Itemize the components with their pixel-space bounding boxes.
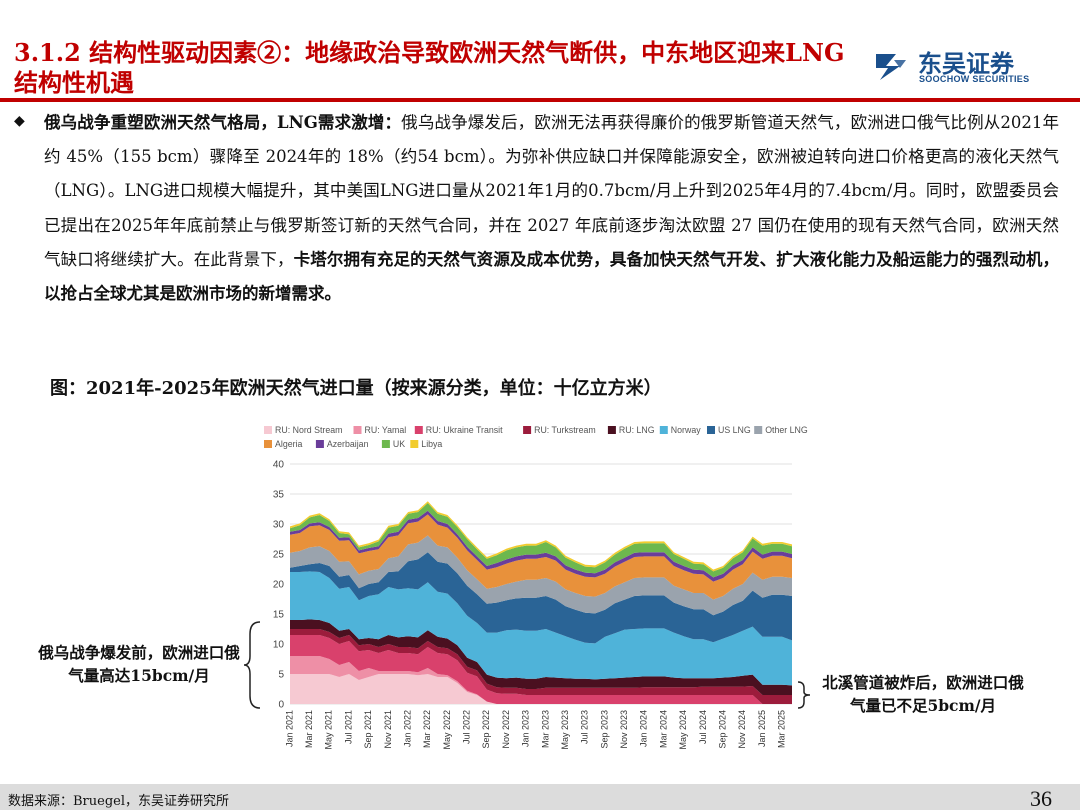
x-tick-label: Sep 2023 bbox=[599, 710, 609, 749]
x-tick-label: Sep 2022 bbox=[481, 710, 491, 749]
right-bracket bbox=[797, 681, 811, 709]
legend-swatch bbox=[607, 426, 616, 434]
legend-swatch bbox=[754, 426, 763, 434]
x-tick-label: Nov 2022 bbox=[501, 710, 511, 749]
x-tick-label: Jul 2021 bbox=[343, 710, 353, 744]
conclusion-bold-text: 卡塔尔拥有充足的天然气资源及成本优势，具备加快天然气开发、扩大液化能力及船运能力… bbox=[44, 249, 1060, 304]
legend-label: Libya bbox=[421, 439, 442, 449]
area-series-ru-nord-stream bbox=[290, 674, 792, 704]
x-tick-label: May 2023 bbox=[560, 710, 570, 750]
legend-swatch bbox=[707, 426, 715, 434]
x-tick-label: Mar 2021 bbox=[304, 710, 314, 748]
legend-label: Algeria bbox=[275, 439, 302, 449]
y-tick-label: 35 bbox=[273, 490, 285, 501]
x-tick-label: Jan 2024 bbox=[639, 710, 649, 747]
area-series-algeria bbox=[290, 514, 792, 600]
x-tick-label: Mar 2022 bbox=[422, 710, 432, 748]
x-tick-label: May 2021 bbox=[324, 710, 334, 750]
x-tick-label: Mar 2023 bbox=[540, 710, 550, 748]
footer-bar bbox=[0, 784, 1080, 810]
footer-source: 数据来源：Bruegel，东吴证券研究所 bbox=[8, 794, 230, 809]
x-tick-label: Jan 2021 bbox=[284, 710, 294, 747]
x-tick-label: Mar 2024 bbox=[658, 710, 668, 748]
y-tick-label: 5 bbox=[278, 670, 284, 681]
title-divider bbox=[0, 98, 1080, 102]
legend-label: Norway bbox=[671, 425, 701, 435]
legend-swatch bbox=[659, 426, 668, 434]
company-logo: 东吴证券 SOOCHOW SECURITIES bbox=[870, 44, 1070, 90]
stacked-area-chart: 0 5 10 15 20 25 30 35 40 Jan 2021 Mar 2021 May 2021… bbox=[264, 425, 808, 750]
x-tick-label: Jan 2025 bbox=[757, 710, 767, 747]
y-tick-label: 0 bbox=[278, 700, 284, 711]
x-tick-label: Nov 2024 bbox=[737, 710, 747, 749]
legend-label: UK bbox=[393, 439, 405, 449]
y-tick-label: 15 bbox=[273, 610, 285, 621]
legend-swatch bbox=[264, 440, 272, 448]
legend-swatch bbox=[315, 440, 324, 448]
page-title: 3.1.2 结构性驱动因素②：地缘政治导致欧洲天然气断供，中东地区迎来LNG结构… bbox=[14, 38, 845, 97]
x-tick-label: Mar 2025 bbox=[777, 710, 787, 748]
legend-label: Azerbaijan bbox=[327, 439, 369, 449]
y-tick-label: 40 bbox=[273, 460, 285, 471]
x-tick-label: Jan 2023 bbox=[521, 710, 531, 747]
area-series-ru-turkstream bbox=[290, 629, 792, 704]
body-text: 俄乌战争爆发后，欧洲无法再获得廉价的俄罗斯管道天然气，欧洲进口俄气比例从2021… bbox=[44, 113, 1059, 269]
area-series-other-lng bbox=[290, 535, 792, 616]
page-number: 36 bbox=[1030, 786, 1052, 811]
legend-label: Other LNG bbox=[765, 425, 808, 435]
y-tick-label: 30 bbox=[273, 520, 285, 531]
figure-title: 图：2021年-2025年欧洲天然气进口量（按来源分类，单位：十亿立方米） bbox=[50, 378, 662, 399]
body-paragraph: 俄乌战争重塑欧洲天然气格局，LNG需求激增：俄乌战争爆发后，欧洲无法再获得廉价的… bbox=[44, 106, 1059, 311]
x-tick-label: Jul 2024 bbox=[698, 710, 708, 744]
logo-text-cn: 东吴证券 bbox=[918, 50, 1014, 78]
annotation-postwar: 北溪管道被炸后，欧洲进口俄气量已不足5bcm/月 bbox=[822, 673, 1024, 715]
annotation-prewar: 俄乌战争爆发前，欧洲进口俄气量高达15bcm/月 bbox=[38, 643, 240, 685]
x-tick-label: Jul 2022 bbox=[462, 710, 472, 744]
logo-mark-icon bbox=[876, 54, 906, 80]
logo-text-en: SOOCHOW SECURITIES bbox=[919, 74, 1030, 84]
legend-swatch bbox=[410, 440, 419, 448]
legend-label: RU: Yamal bbox=[365, 425, 407, 435]
area-series-ru-ukraine-transit bbox=[290, 635, 792, 704]
x-tick-label: Jul 2023 bbox=[580, 710, 590, 744]
x-tick-label: Nov 2021 bbox=[383, 710, 393, 749]
x-tick-label: Sep 2021 bbox=[363, 710, 373, 749]
legend-swatch bbox=[381, 440, 390, 448]
legend-swatch bbox=[264, 426, 272, 434]
legend-swatch bbox=[523, 426, 532, 434]
legend-label: RU: Ukraine Transit bbox=[426, 425, 503, 435]
y-tick-label: 10 bbox=[273, 640, 285, 651]
area-series-us-lng bbox=[290, 552, 792, 644]
legend-label: RU: Nord Stream bbox=[275, 425, 342, 435]
legend-swatch bbox=[414, 426, 423, 434]
lead-bold-text: 俄乌战争重塑欧洲天然气格局，LNG需求激增： bbox=[44, 113, 402, 132]
x-tick-label: May 2022 bbox=[442, 710, 452, 750]
legend-swatch bbox=[353, 426, 362, 434]
legend-label: RU: LNG bbox=[619, 425, 655, 435]
x-tick-label: Nov 2023 bbox=[619, 710, 629, 749]
legend-label: RU: Turkstream bbox=[534, 425, 596, 435]
bullet-marker: ◆ bbox=[14, 113, 25, 129]
x-tick-label: May 2024 bbox=[678, 710, 688, 750]
area-series-ru-lng bbox=[290, 619, 792, 695]
y-tick-label: 25 bbox=[273, 550, 285, 561]
x-tick-label: Sep 2024 bbox=[717, 710, 727, 749]
x-tick-label: Jan 2022 bbox=[402, 710, 412, 747]
area-series-norway bbox=[290, 571, 792, 686]
y-tick-label: 20 bbox=[273, 580, 285, 591]
legend-label: US LNG bbox=[718, 425, 751, 435]
left-bracket bbox=[244, 621, 261, 709]
